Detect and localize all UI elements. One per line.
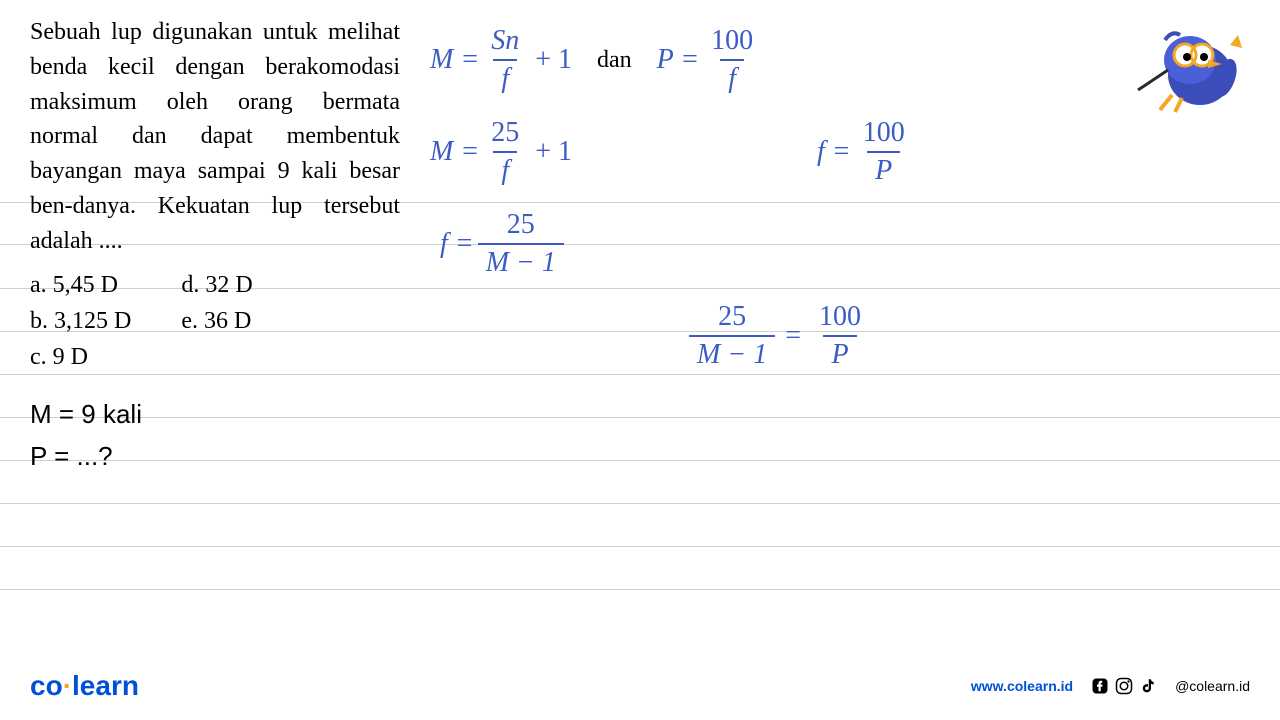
m-equals: M = (430, 136, 479, 168)
frac-num: Sn (483, 25, 527, 59)
f-equals: f = (440, 228, 474, 260)
given-p: P = ...? (30, 435, 400, 478)
f-equals: f = (817, 136, 851, 168)
frac-den: P (823, 335, 856, 371)
frac-den: f (493, 151, 517, 187)
frac-num: 25 (483, 117, 527, 151)
frac-den: M − 1 (689, 335, 775, 371)
formula-row-4: 25 M − 1 = 100 P (430, 301, 1250, 371)
logo-learn: learn (72, 670, 139, 701)
formula-row-1: M = Sn f + 1 dan P = 100 f (430, 25, 1250, 95)
m-equals: M = (430, 44, 479, 76)
social-handle: @colearn.id (1175, 678, 1250, 694)
formula-row-3: f = 25 M − 1 (430, 209, 1250, 279)
frac-num: 25 (499, 209, 543, 243)
answer-options: a. 5,45 D b. 3,125 D c. 9 D d. 32 D e. 3… (30, 267, 400, 375)
given-data: M = 9 kali P = ...? (30, 393, 400, 479)
frac-den: P (867, 151, 900, 187)
answer-c: c. 9 D (30, 339, 131, 375)
website-url: www.colearn.id (971, 678, 1073, 694)
given-m: M = 9 kali (30, 393, 400, 436)
frac-num: 25 (710, 301, 754, 335)
question-text: Sebuah lup digunakan untuk melihat benda… (30, 15, 400, 259)
formulas-column: M = Sn f + 1 dan P = 100 f M = 25 (430, 15, 1250, 478)
frac-den: f (493, 59, 517, 95)
logo-co: co (30, 670, 63, 701)
instagram-icon (1115, 677, 1133, 695)
dan-label: dan (597, 47, 632, 74)
tiktok-icon (1139, 677, 1157, 695)
question-column: Sebuah lup digunakan untuk melihat benda… (30, 15, 400, 478)
frac-num: 100 (855, 117, 913, 151)
mascot-icon (1130, 20, 1250, 120)
answer-e: e. 36 D (181, 303, 252, 339)
logo-dot: · (63, 670, 72, 701)
answer-d: d. 32 D (181, 267, 252, 303)
answer-a: a. 5,45 D (30, 267, 131, 303)
plus-one: + 1 (535, 44, 572, 76)
footer: co·learn www.colearn.id @colearn.id (0, 670, 1280, 702)
frac-num: 100 (703, 25, 761, 59)
p-equals: P = (657, 44, 700, 76)
footer-right: www.colearn.id @colearn.id (971, 677, 1250, 695)
social-icons (1091, 677, 1157, 695)
facebook-icon (1091, 677, 1109, 695)
equals: = (785, 320, 801, 352)
frac-den: M − 1 (478, 243, 564, 279)
plus-one: + 1 (535, 136, 572, 168)
frac-num: 100 (811, 301, 869, 335)
logo: co·learn (30, 670, 139, 702)
formula-row-2: M = 25 f + 1 f = 100 P (430, 117, 1250, 187)
answer-b: b. 3,125 D (30, 303, 131, 339)
frac-den: f (720, 59, 744, 95)
content-area: Sebuah lup digunakan untuk melihat benda… (0, 0, 1280, 478)
